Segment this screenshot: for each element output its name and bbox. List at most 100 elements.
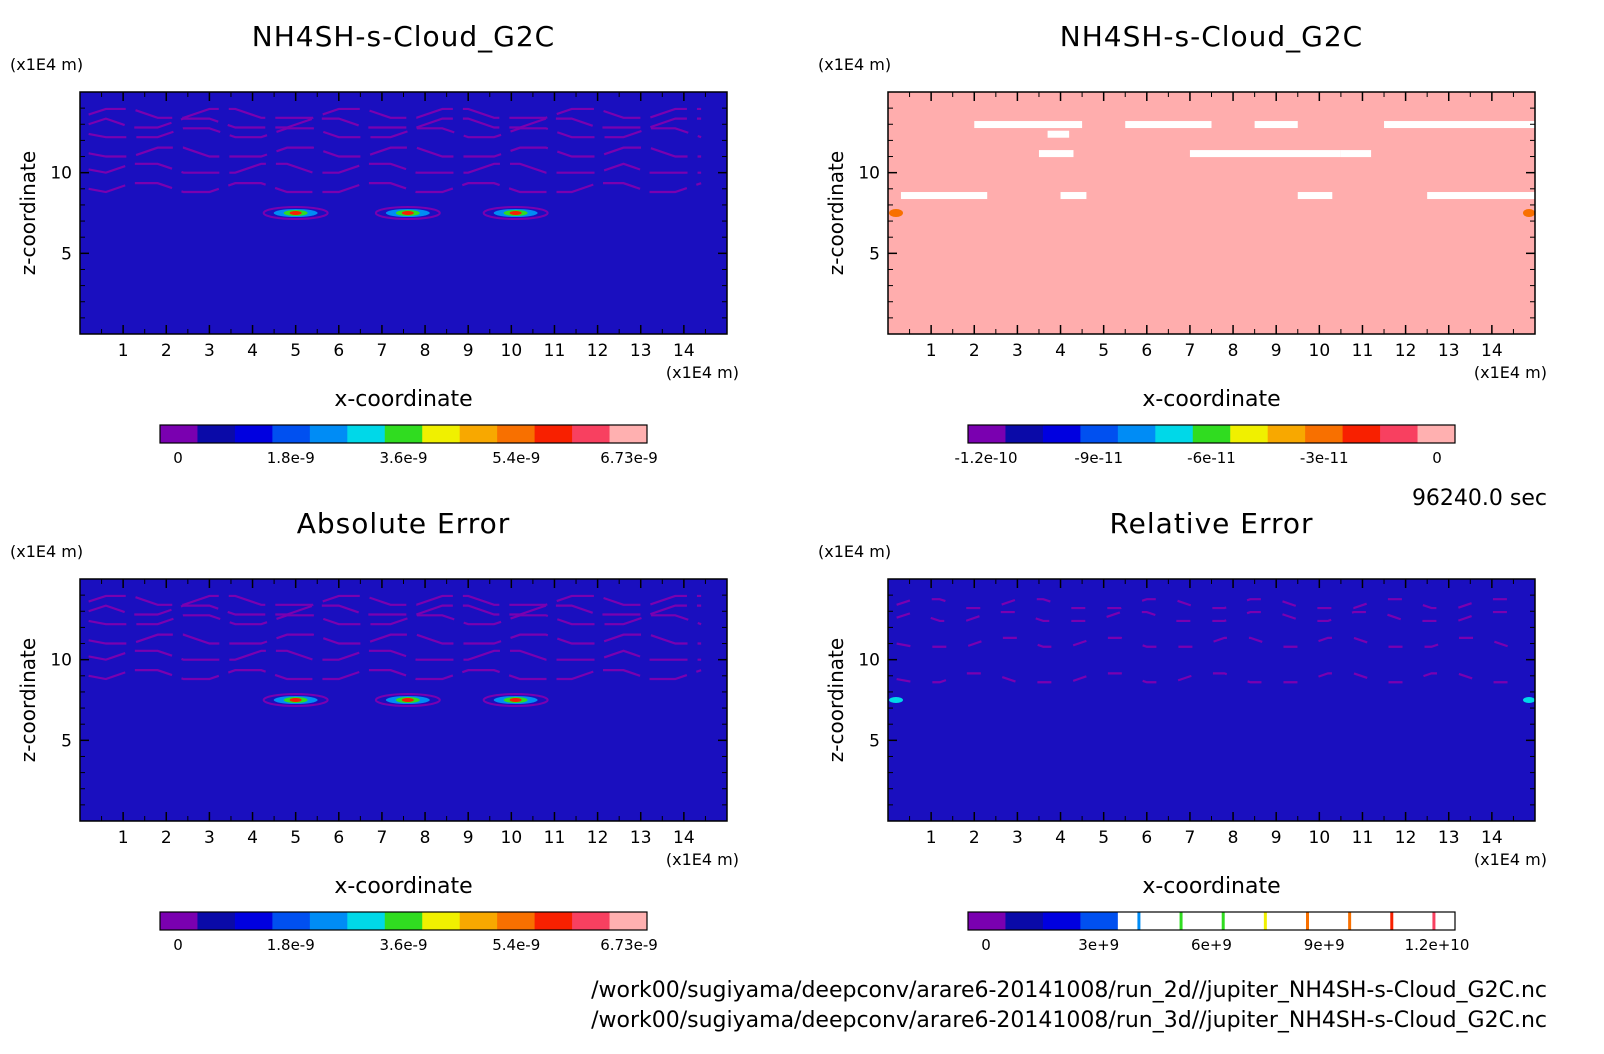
colorbar-frame xyxy=(159,424,648,444)
x-tick-label: 8 xyxy=(1228,341,1239,361)
cloud-peak xyxy=(401,698,414,702)
file-path-2d: /work00/sugiyama/deepconv/arare6-2014100… xyxy=(591,978,1547,1003)
colorbar-segment xyxy=(1267,425,1306,443)
contour-line xyxy=(88,146,702,158)
x-tick-label: 10 xyxy=(1309,828,1331,848)
positive-region xyxy=(1060,192,1087,200)
colorbar-segment xyxy=(534,912,573,930)
colorbar-tick-label: 5.4e-9 xyxy=(492,936,540,954)
field-background xyxy=(888,92,1535,334)
colorbar-segment xyxy=(309,425,348,443)
x-tick-label: 6 xyxy=(1141,828,1152,848)
x-tick-label: 7 xyxy=(377,828,388,848)
colorbar-segment xyxy=(1192,425,1231,443)
x-tick-label: 7 xyxy=(377,341,388,361)
contour-line xyxy=(88,604,702,616)
colorbar-segment xyxy=(1267,912,1306,930)
colorbar-segment xyxy=(347,912,386,930)
panel-3: Absolute Error(x1E4 m)1 2 3 4 5 6 7 8 9 10 11 12 13 1… xyxy=(10,507,739,954)
x-tick-label: 11 xyxy=(1352,828,1374,848)
positive-region xyxy=(1427,192,1535,200)
colorbar-tick-label: 0 xyxy=(173,449,183,467)
colorbar-segment xyxy=(1380,425,1419,443)
colorbar-segment xyxy=(1417,912,1456,930)
cloud-contour xyxy=(482,206,549,220)
colorbar-segment xyxy=(1305,425,1344,443)
colorbar-segment xyxy=(1417,425,1456,443)
x-tick-label: 1 xyxy=(118,828,129,848)
x-tick-label: 11 xyxy=(1352,341,1374,361)
cloud-contour xyxy=(374,693,441,707)
panel-title: NH4SH-s-Cloud_G2C xyxy=(252,20,555,53)
colorbar-segment xyxy=(234,912,273,930)
cloud-peak xyxy=(401,211,414,215)
colorbar-segment xyxy=(1155,425,1194,443)
field-background xyxy=(888,579,1535,821)
contour-line xyxy=(88,182,702,194)
x-tick-label: 13 xyxy=(630,341,652,361)
colorbar-tick-label: 5.4e-9 xyxy=(492,449,540,467)
panel-title: NH4SH-s-Cloud_G2C xyxy=(1060,20,1363,53)
y-axis-label: z-coordinate xyxy=(16,151,40,275)
contour-line xyxy=(88,614,702,626)
x-tick-label: 4 xyxy=(247,828,258,848)
positive-region xyxy=(1297,192,1333,200)
colorbar-segment xyxy=(272,912,311,930)
x-unit-label: (x1E4 m) xyxy=(1474,363,1547,382)
x-tick-label: 3 xyxy=(204,341,215,361)
x-tick-label: 4 xyxy=(247,341,258,361)
colorbar-segment xyxy=(1342,912,1381,930)
colorbar-segment xyxy=(422,425,461,443)
panel-4: Relative Error(x1E4 m)1 2 3 4 5 6 7 8 9 10 11 12 13 1… xyxy=(818,507,1547,954)
x-axis-label: x-coordinate xyxy=(1142,874,1280,899)
colorbar-tick-label: 0 xyxy=(981,936,991,954)
colorbar-tick-label: 0 xyxy=(173,936,183,954)
colorbar-tick-label: 3.6e-9 xyxy=(379,449,427,467)
y-axis-label: z-coordinate xyxy=(824,638,848,762)
colorbar-frame xyxy=(159,911,648,931)
cloud-peak xyxy=(289,211,302,215)
y-tick-label: 5 xyxy=(61,244,72,264)
x-tick-label: 9 xyxy=(1271,341,1282,361)
x-tick-label: 6 xyxy=(1141,341,1152,361)
x-tick-label: 14 xyxy=(673,828,695,848)
contour-line xyxy=(88,669,702,681)
colorbar-segment xyxy=(1005,912,1044,930)
x-tick-label: 13 xyxy=(630,828,652,848)
x-tick-label: 9 xyxy=(463,341,474,361)
x-tick-label: 1 xyxy=(926,828,937,848)
x-unit-label: (x1E4 m) xyxy=(666,363,739,382)
x-tick-label: 8 xyxy=(1228,828,1239,848)
colorbar-tick-label: 6.73e-9 xyxy=(600,449,658,467)
x-tick-label: 9 xyxy=(1271,828,1282,848)
colorbar-segment xyxy=(1117,912,1156,930)
colorbar-segment xyxy=(1380,912,1419,930)
colorbar-segment xyxy=(572,425,611,443)
contour-line xyxy=(88,127,702,139)
x-tick-label: 6 xyxy=(333,828,344,848)
x-tick-label: 5 xyxy=(290,341,301,361)
colorbar-tick-label: 1.8e-9 xyxy=(267,936,315,954)
positive-region xyxy=(1047,130,1070,138)
x-tick-label: 2 xyxy=(161,828,172,848)
x-tick-label: 12 xyxy=(1395,828,1417,848)
panel-2: NH4SH-s-Cloud_G2C(x1E4 m)1 2 3 4 5 6 7 8 9 10 11 12… xyxy=(818,20,1557,467)
positive-region xyxy=(1340,150,1372,158)
colorbar-tick-label: 3.6e-9 xyxy=(379,936,427,954)
colorbar-segment xyxy=(160,425,198,443)
x-tick-label: 2 xyxy=(969,828,980,848)
x-tick-label: 12 xyxy=(587,341,609,361)
cloud-peak xyxy=(509,211,522,215)
colorbar-segment xyxy=(384,912,423,930)
positive-region xyxy=(1384,121,1557,129)
colorbar-segment xyxy=(1342,425,1381,443)
y-unit-label: (x1E4 m) xyxy=(10,542,83,561)
y-tick-label: 10 xyxy=(50,651,72,671)
colorbar-tick-label: 1.8e-9 xyxy=(267,449,315,467)
x-tick-label: 13 xyxy=(1438,828,1460,848)
colorbar-tick-label: -3e-11 xyxy=(1300,449,1349,467)
positive-region xyxy=(900,192,988,200)
positive-region xyxy=(1189,150,1341,158)
colorbar-tick-label: 6e+9 xyxy=(1191,936,1232,954)
positive-region xyxy=(1038,150,1074,158)
